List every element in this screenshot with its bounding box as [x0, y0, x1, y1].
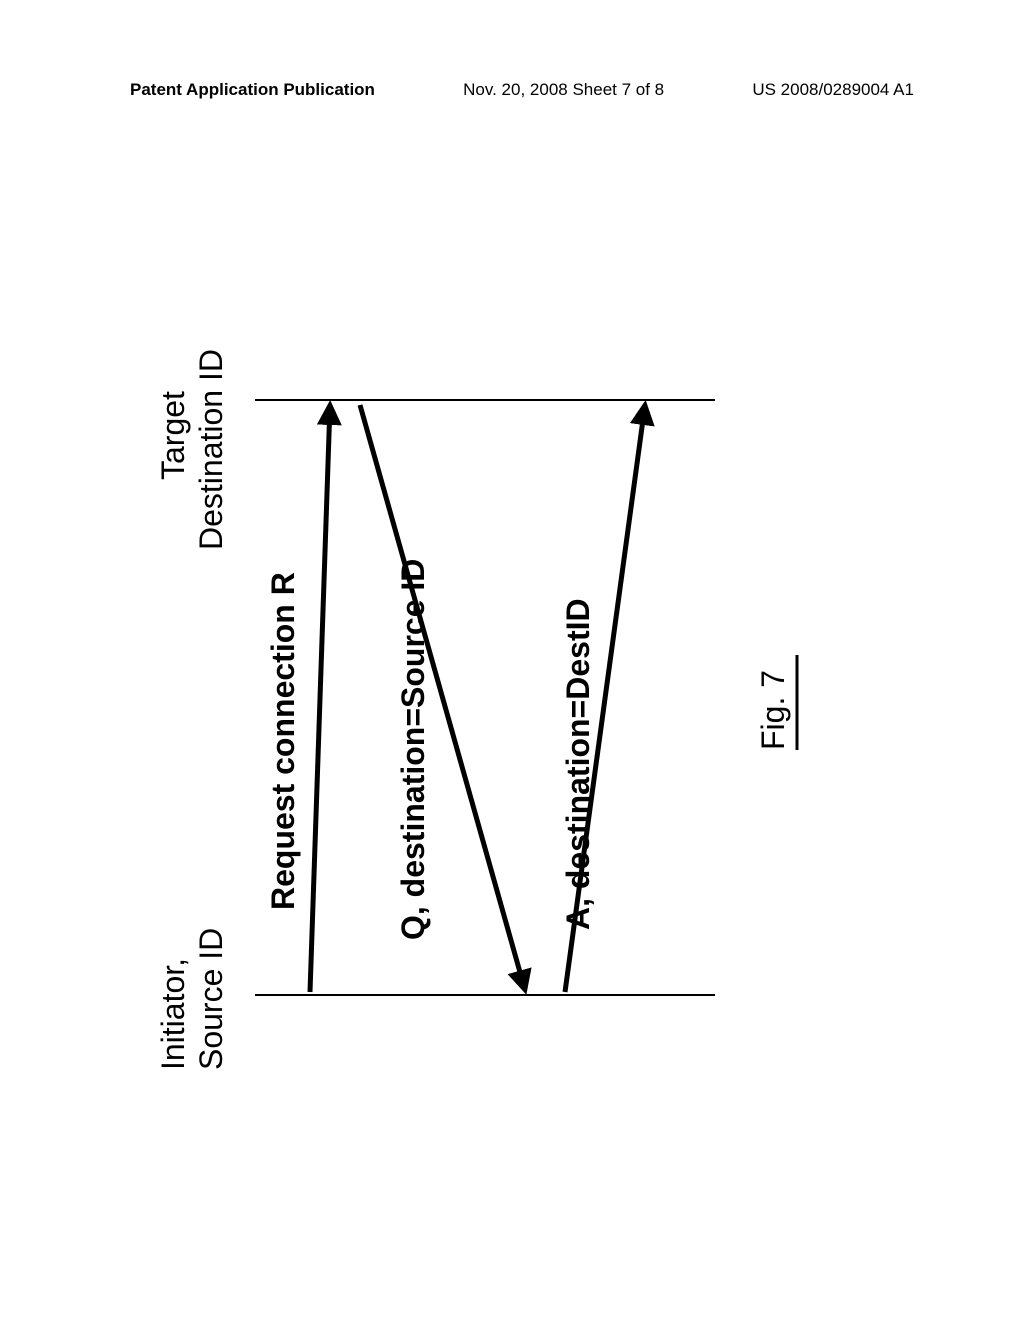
arrow-request	[310, 405, 330, 992]
page-header: Patent Application Publication Nov. 20, …	[0, 80, 1024, 100]
figure-caption: Fig. 7	[755, 670, 792, 750]
msg-request: Request connection R	[265, 572, 302, 910]
msg-a: A, destination=DestID	[560, 598, 597, 930]
msg-q: Q, destination=Source ID	[395, 559, 432, 940]
arrow-q	[360, 405, 525, 990]
header-date-sheet: Nov. 20, 2008 Sheet 7 of 8	[463, 80, 664, 100]
header-pub-number: US 2008/0289004 A1	[752, 80, 914, 100]
sequence-diagram: Initiator, Source ID Target Destination …	[135, 300, 905, 1070]
figure-7: Initiator, Source ID Target Destination …	[135, 300, 905, 1070]
header-publication: Patent Application Publication	[130, 80, 375, 100]
caption-underline	[795, 650, 801, 750]
